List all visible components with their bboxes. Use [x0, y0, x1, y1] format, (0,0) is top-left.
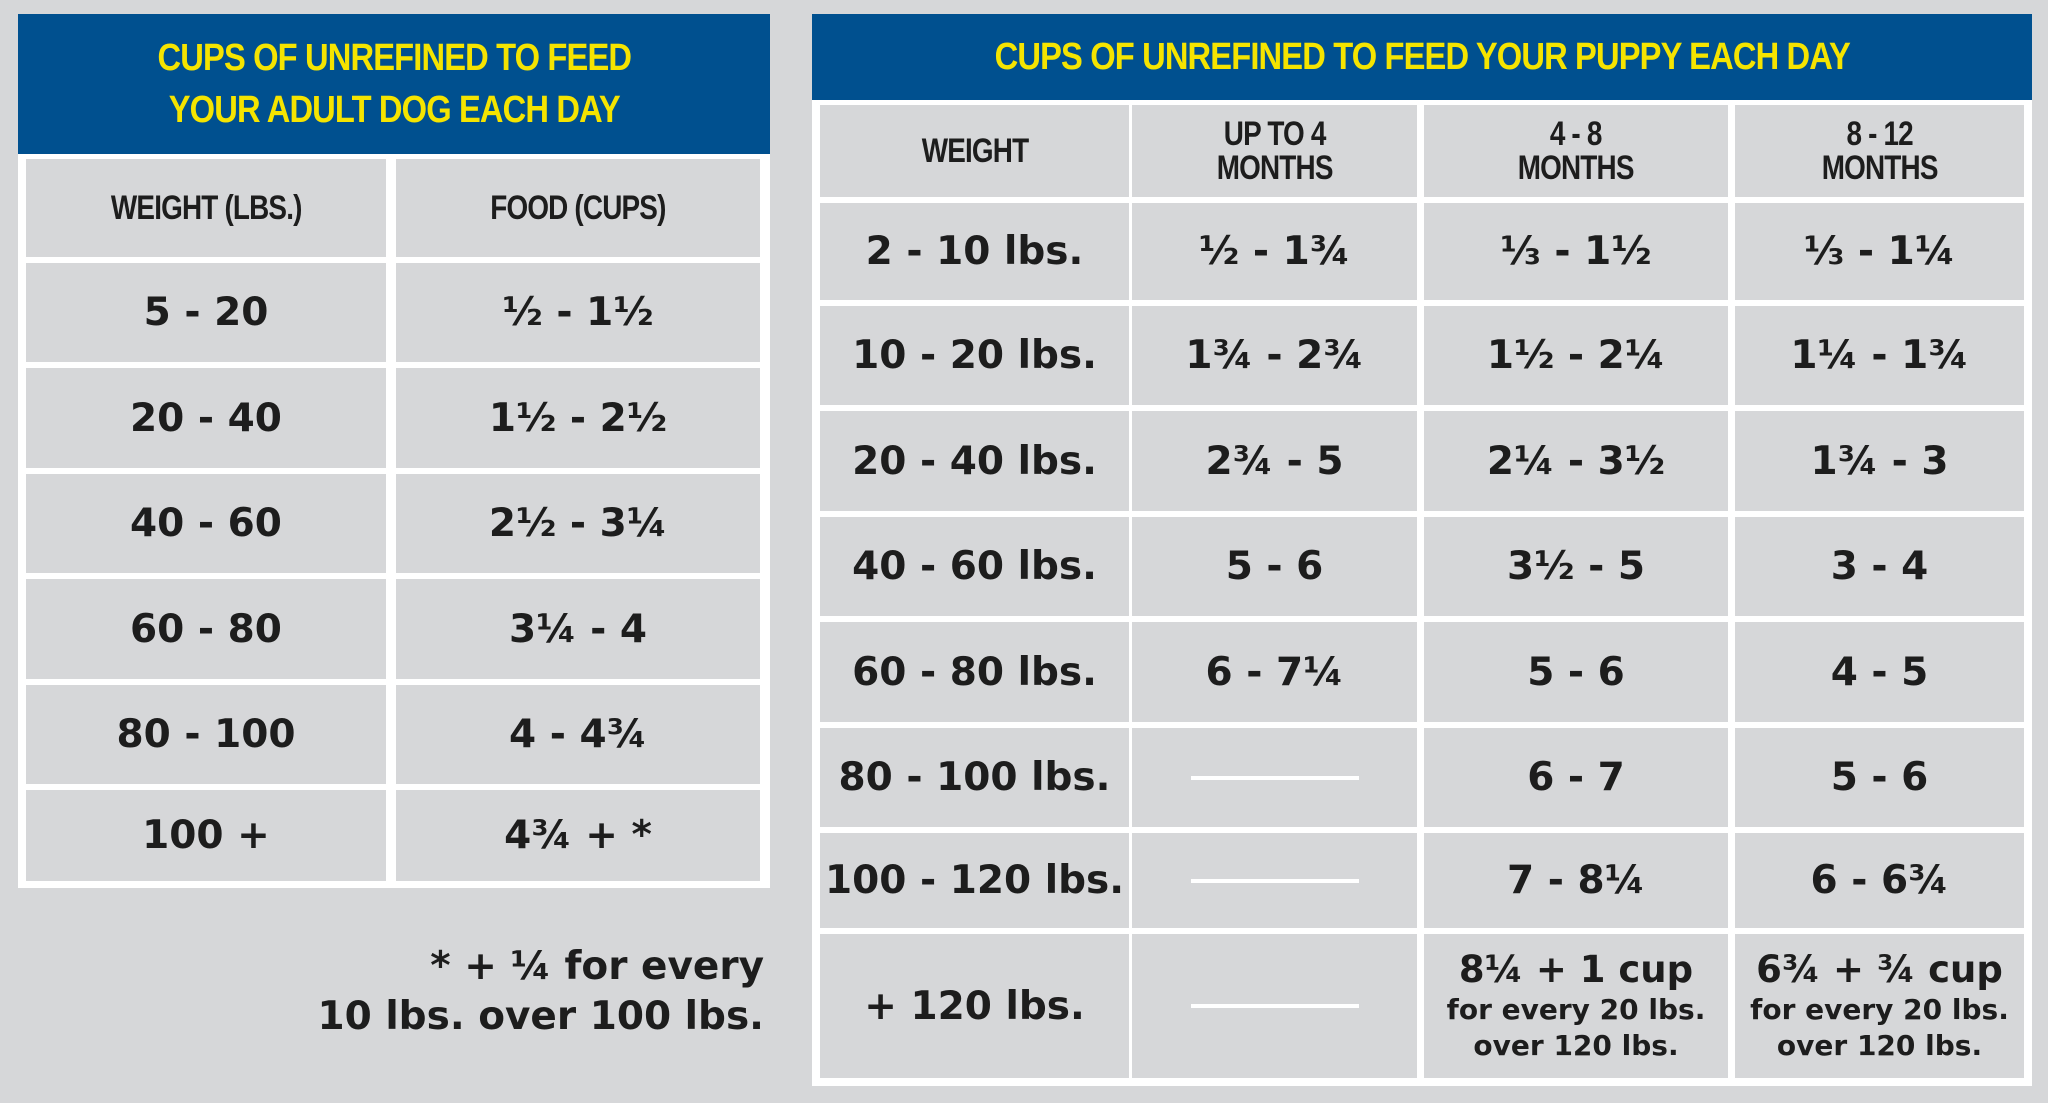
puppy-header-4-8-months: 4 - 8 MONTHS	[1424, 105, 1728, 197]
adult-weight-cell: 20 - 40	[26, 368, 386, 468]
not-applicable-dash	[1190, 775, 1359, 780]
puppy-up-to-4-cell-empty	[1132, 833, 1417, 928]
footnote-line2: 10 lbs. over 100 lbs.	[317, 994, 764, 1039]
over-120-note-line1: for every 20 lbs.	[1446, 993, 1706, 1026]
adult-weight-cell: 80 - 100	[26, 685, 386, 784]
puppy-up-to-4-cell: 1¾ - 2¾	[1132, 306, 1417, 405]
adult-title-line1: CUPS OF UNREFINED TO FEED	[157, 37, 631, 79]
adult-food-cell: 1½ - 2½	[396, 368, 760, 468]
puppy-8-12-cell: ⅓ - 1¼	[1735, 203, 2024, 300]
not-applicable-dash	[1190, 878, 1359, 883]
puppy-4-8-cell-over-120: 8¼ + 1 cup for every 20 lbs. over 120 lb…	[1424, 934, 1728, 1078]
adult-weight-cell: 60 - 80	[26, 579, 386, 679]
adult-food-cell: 3¼ - 4	[396, 579, 760, 679]
puppy-up-to-4-cell-empty	[1132, 934, 1417, 1078]
puppy-8-12-cell: 6 - 6¾	[1735, 833, 2024, 928]
footnote-line1: * + ¼ for every	[430, 944, 764, 989]
puppy-8-12-cell: 1¾ - 3	[1735, 411, 2024, 511]
adult-feeding-table: CUPS OF UNREFINED TO FEED YOUR ADULT DOG…	[18, 14, 770, 888]
puppy-8-12-cell: 4 - 5	[1735, 622, 2024, 722]
puppy-4-8-cell: 2¼ - 3½	[1424, 411, 1728, 511]
adult-title-line2: YOUR ADULT DOG EACH DAY	[168, 89, 620, 131]
puppy-header-8-12-months: 8 - 12 MONTHS	[1735, 105, 2024, 197]
puppy-weight-cell: + 120 lbs.	[820, 934, 1129, 1078]
over-120-note-line1: for every 20 lbs.	[1750, 993, 2009, 1026]
puppy-up-to-4-cell: ½ - 1¾	[1132, 203, 1417, 300]
adult-weight-cell: 40 - 60	[26, 474, 386, 573]
puppy-4-8-cell: 3½ - 5	[1424, 517, 1728, 616]
puppy-up-to-4-cell: 2¾ - 5	[1132, 411, 1417, 511]
adult-weight-cell: 100 +	[26, 790, 386, 881]
over-120-amount: 8¼ + 1 cup	[1458, 948, 1694, 991]
puppy-8-12-cell: 3 - 4	[1735, 517, 2024, 616]
adult-weight-cell: 5 - 20	[26, 263, 386, 362]
puppy-8-12-cell-over-120: 6¾ + ¾ cup for every 20 lbs. over 120 lb…	[1735, 934, 2024, 1078]
puppy-8-12-cell: 5 - 6	[1735, 728, 2024, 827]
adult-food-cell: 2½ - 3¼	[396, 474, 760, 573]
puppy-up-to-4-cell: 5 - 6	[1132, 517, 1417, 616]
over-120-note-line2: over 120 lbs.	[1776, 1029, 1983, 1062]
puppy-weight-cell: 40 - 60 lbs.	[820, 517, 1129, 616]
over-120-note-line2: over 120 lbs.	[1473, 1029, 1679, 1062]
adult-food-cell: ½ - 1½	[396, 263, 760, 362]
puppy-8-12-cell: 1¼ - 1¾	[1735, 306, 2024, 405]
puppy-4-8-cell: 5 - 6	[1424, 622, 1728, 722]
puppy-weight-cell: 20 - 40 lbs.	[820, 411, 1129, 511]
adult-footnote: * + ¼ for every 10 lbs. over 100 lbs.	[300, 942, 764, 1042]
puppy-header-up-to-4-months: UP TO 4 MONTHS	[1132, 105, 1417, 197]
puppy-up-to-4-cell-empty	[1132, 728, 1417, 827]
adult-header-food: FOOD (CUPS)	[396, 159, 760, 257]
adult-header-weight: WEIGHT (LBS.)	[26, 159, 386, 257]
puppy-4-8-cell: 7 - 8¼	[1424, 833, 1728, 928]
puppy-4-8-cell: ⅓ - 1½	[1424, 203, 1728, 300]
adult-food-cell: 4¾ + *	[396, 790, 760, 881]
puppy-weight-cell: 80 - 100 lbs.	[820, 728, 1129, 827]
puppy-feeding-table: CUPS OF UNREFINED TO FEED YOUR PUPPY EAC…	[812, 14, 2032, 1086]
adult-table-title: CUPS OF UNREFINED TO FEED YOUR ADULT DOG…	[18, 14, 770, 154]
puppy-weight-cell: 10 - 20 lbs.	[820, 306, 1129, 405]
puppy-4-8-cell: 6 - 7	[1424, 728, 1728, 827]
puppy-weight-cell: 2 - 10 lbs.	[820, 203, 1129, 300]
adult-food-cell: 4 - 4¾	[396, 685, 760, 784]
not-applicable-dash	[1190, 1004, 1359, 1008]
puppy-up-to-4-cell: 6 - 7¼	[1132, 622, 1417, 722]
over-120-amount: 6¾ + ¾ cup	[1756, 948, 2003, 991]
puppy-header-weight: WEIGHT	[820, 105, 1129, 197]
puppy-table-title: CUPS OF UNREFINED TO FEED YOUR PUPPY EAC…	[812, 14, 2032, 100]
puppy-4-8-cell: 1½ - 2¼	[1424, 306, 1728, 405]
puppy-weight-cell: 100 - 120 lbs.	[820, 833, 1129, 928]
puppy-weight-cell: 60 - 80 lbs.	[820, 622, 1129, 722]
